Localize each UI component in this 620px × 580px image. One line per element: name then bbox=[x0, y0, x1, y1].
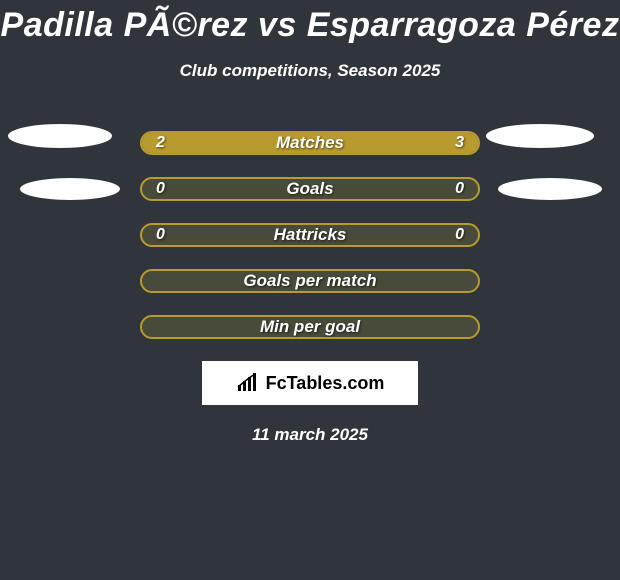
stat-row: Goals per match bbox=[0, 269, 620, 293]
player-ellipse bbox=[486, 124, 594, 148]
stat-left-value: 0 bbox=[156, 180, 165, 198]
page-title: Padilla PÃ©rez vs Esparragoza Pérez bbox=[0, 0, 620, 45]
player-ellipse bbox=[498, 178, 602, 200]
stat-left-value: 0 bbox=[156, 226, 165, 244]
stat-row: Min per goal bbox=[0, 315, 620, 339]
stat-row: 0 0 Hattricks bbox=[0, 223, 620, 247]
stats-area: 2 3 Matches 0 0 Goals 0 0 Hattricks Goals per mat… bbox=[0, 131, 620, 339]
stat-bar: 0 0 Hattricks bbox=[140, 223, 480, 247]
player-ellipse bbox=[8, 124, 112, 148]
player-ellipse bbox=[20, 178, 120, 200]
stat-left-value: 2 bbox=[156, 134, 165, 152]
stat-right-value: 3 bbox=[455, 134, 464, 152]
chart-icon bbox=[236, 373, 260, 393]
stat-bar: 2 3 Matches bbox=[140, 131, 480, 155]
stat-bar: Min per goal bbox=[140, 315, 480, 339]
stat-label: Hattricks bbox=[274, 225, 347, 245]
stat-label: Goals bbox=[286, 179, 333, 199]
subtitle: Club competitions, Season 2025 bbox=[0, 61, 620, 81]
date-line: 11 march 2025 bbox=[0, 425, 620, 445]
stat-right-value: 0 bbox=[455, 226, 464, 244]
logo-text: FcTables.com bbox=[266, 373, 385, 394]
stat-right-value: 0 bbox=[455, 180, 464, 198]
stat-bar: 0 0 Goals bbox=[140, 177, 480, 201]
logo-box: FcTables.com bbox=[202, 361, 418, 405]
stat-label: Matches bbox=[276, 133, 344, 153]
stat-label: Goals per match bbox=[243, 271, 376, 291]
stat-label: Min per goal bbox=[260, 317, 360, 337]
stat-bar: Goals per match bbox=[140, 269, 480, 293]
